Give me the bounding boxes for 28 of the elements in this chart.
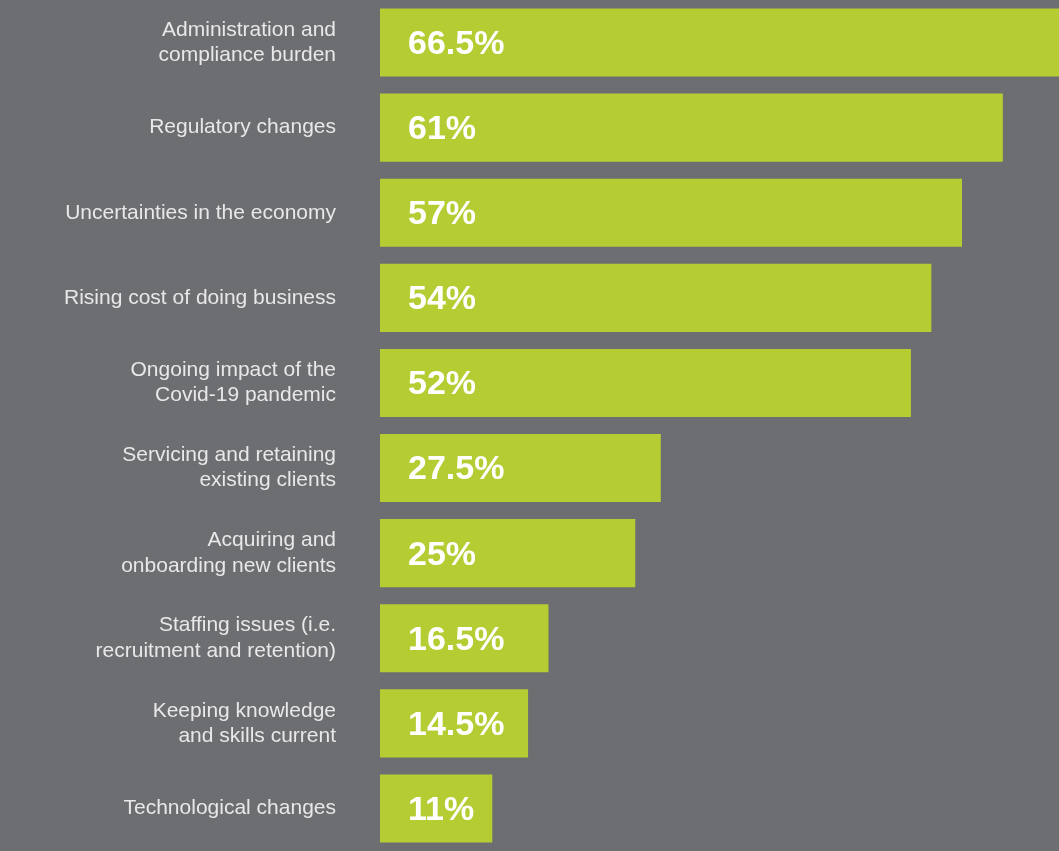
bar	[380, 519, 636, 588]
y-tick-label: Keeping knowledge and skills current	[152, 697, 337, 746]
data-label: 61%	[408, 108, 477, 147]
data-label: 16.5%	[408, 618, 505, 657]
y-tick-label: Technological changes	[123, 795, 336, 819]
bar	[380, 8, 1059, 77]
data-label: 52%	[408, 363, 477, 402]
data-label: 66.5%	[408, 22, 505, 61]
bar	[380, 348, 911, 417]
y-tick-label: Regulatory changes	[149, 114, 336, 138]
bar	[380, 604, 549, 673]
y-tick-label: Staffing issues (i.e. recruitment and retention)	[95, 612, 336, 661]
data-label: 25%	[408, 533, 477, 572]
bar	[380, 93, 1003, 162]
y-tick-label: Administration and compliance burden	[158, 16, 336, 65]
bar	[380, 178, 962, 247]
y-tick-label: Acquiring and onboarding new clients	[121, 527, 336, 576]
data-label: 54%	[408, 278, 477, 317]
data-label: 11%	[408, 788, 475, 827]
y-tick-label: Uncertainties in the economy	[65, 199, 337, 223]
bar	[380, 263, 932, 332]
data-label: 27.5%	[408, 448, 505, 487]
y-tick-label: Servicing and retaining existing clients	[122, 442, 336, 491]
y-tick-label: Ongoing impact of the Covid-19 pandemic	[130, 357, 336, 406]
bar	[380, 434, 661, 503]
data-label: 57%	[408, 193, 477, 232]
data-label: 14.5%	[408, 703, 505, 742]
y-tick-label: Rising cost of doing business	[64, 284, 336, 308]
